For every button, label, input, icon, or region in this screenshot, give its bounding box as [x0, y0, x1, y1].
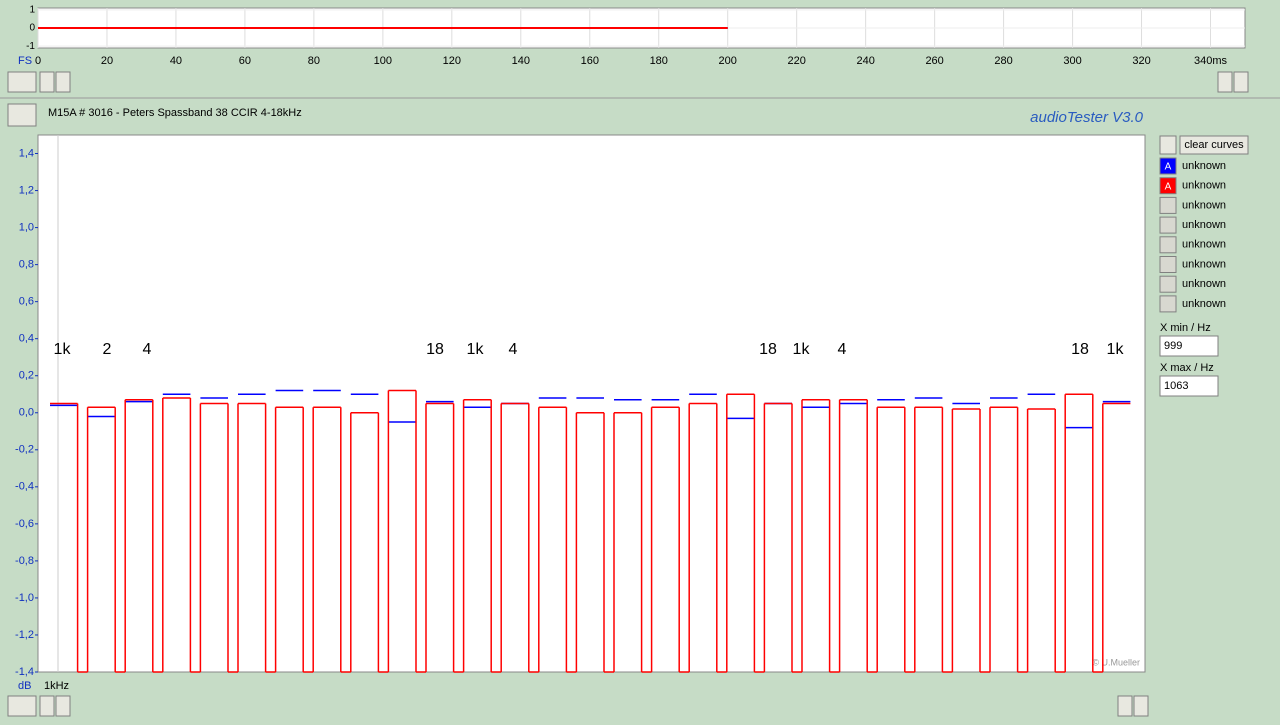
- curve-title: M15A # 3016 - Peters Spassband 38 CCIR 4…: [48, 107, 302, 119]
- legend-label: unknown: [1182, 180, 1226, 192]
- main-y-label: dB: [18, 680, 31, 692]
- xmax-value: 1063: [1164, 380, 1188, 392]
- y-tick-label: 1,2: [19, 184, 34, 196]
- x-tick-label: 140: [512, 55, 530, 67]
- scroll-left[interactable]: [39, 695, 55, 717]
- legend-label: unknown: [1182, 258, 1226, 270]
- x-tick-label: 160: [581, 55, 599, 67]
- x-tick-label: 60: [239, 55, 251, 67]
- y-tick-label: -0,2: [15, 444, 34, 456]
- x-tick-label: 200: [719, 55, 737, 67]
- y-tick-label: -1,0: [15, 592, 34, 604]
- legend-label: unknown: [1182, 278, 1226, 290]
- legend-badge: A: [1165, 181, 1172, 192]
- annotation: 18: [1071, 341, 1089, 358]
- x-tick-label: 120: [443, 55, 461, 67]
- x-tick-label: 280: [994, 55, 1012, 67]
- xmin-value: 999: [1164, 340, 1182, 352]
- legend-box[interactable]: [1159, 157, 1177, 175]
- annotation: 4: [143, 341, 152, 358]
- x-tick-label: 220: [788, 55, 806, 67]
- annotation: 4: [838, 341, 847, 358]
- x-tick-label: 20: [101, 55, 113, 67]
- annotation: 1k: [467, 341, 485, 358]
- annotation: 1k: [793, 341, 811, 358]
- y-tick-label: -1: [26, 41, 35, 52]
- annotation: 18: [426, 341, 444, 358]
- annotation: 1k: [1107, 341, 1125, 358]
- legend-label: unknown: [1182, 219, 1226, 231]
- y-tick-label: -0,6: [15, 518, 34, 530]
- annotation: 2: [103, 341, 112, 358]
- x-tick-label: 340ms: [1194, 55, 1228, 67]
- y-tick-label: 0,2: [19, 370, 34, 382]
- spin-button[interactable]: [7, 103, 37, 127]
- xmin-label: X min / Hz: [1160, 322, 1211, 334]
- xmax-label: X max / Hz: [1160, 362, 1214, 374]
- y-tick-label: -0,4: [15, 481, 34, 493]
- x-tick-label: 180: [650, 55, 668, 67]
- legend-box[interactable]: [1159, 236, 1177, 254]
- controls: [7, 71, 1249, 717]
- y-tick-label: 0,6: [19, 296, 34, 308]
- y-tick-label: 0,0: [19, 407, 34, 419]
- copyright: © U.Mueller: [1092, 657, 1140, 667]
- annotation: 4: [509, 341, 518, 358]
- spin-button[interactable]: [7, 695, 37, 717]
- scroll-right[interactable]: [1133, 695, 1149, 717]
- annotation: 18: [759, 341, 777, 358]
- main-x-label: 1kHz: [44, 680, 69, 692]
- x-tick-label: 100: [374, 55, 392, 67]
- xmax-input[interactable]: [1159, 375, 1219, 397]
- overview-y-label: FS: [18, 55, 32, 67]
- x-tick-label: 80: [308, 55, 320, 67]
- scroll-left[interactable]: [1117, 695, 1133, 717]
- y-tick-label: -1,2: [15, 629, 34, 641]
- scroll-right[interactable]: [1233, 71, 1249, 93]
- legend-box[interactable]: [1159, 256, 1177, 273]
- annotation: 1k: [54, 341, 72, 358]
- legend-box[interactable]: [1159, 295, 1177, 313]
- legend-box[interactable]: [1159, 275, 1177, 293]
- legend-box[interactable]: [1159, 216, 1177, 234]
- y-tick-label: 1,4: [19, 147, 34, 159]
- y-tick-label: 0: [29, 23, 35, 34]
- y-tick-label: 1,0: [19, 221, 34, 233]
- brand: audioTester V3.0: [1030, 109, 1144, 126]
- legend-label: unknown: [1182, 298, 1226, 310]
- legend-label: unknown: [1182, 199, 1226, 211]
- x-tick-label: 40: [170, 55, 182, 67]
- scroll-right[interactable]: [55, 71, 71, 93]
- legend-box[interactable]: [1159, 196, 1177, 214]
- y-tick-label: -1,4: [15, 666, 34, 678]
- legend-box[interactable]: [1159, 177, 1177, 195]
- legend-badge: A: [1165, 162, 1172, 173]
- scroll-left[interactable]: [1217, 71, 1233, 93]
- legend-label: unknown: [1182, 239, 1226, 251]
- y-tick-label: -0,8: [15, 555, 34, 567]
- x-tick-label: 260: [925, 55, 943, 67]
- scroll-right[interactable]: [55, 695, 71, 717]
- clear-button[interactable]: [1179, 135, 1249, 155]
- y-tick-label: 0,4: [19, 333, 34, 345]
- y-tick-label: 0,8: [19, 259, 34, 271]
- x-tick-label: 240: [856, 55, 874, 67]
- clear-button-label: clear curves: [1184, 139, 1244, 151]
- y-tick-label: 1: [29, 4, 35, 15]
- spin-button[interactable]: [7, 71, 37, 93]
- x-tick-label: 300: [1063, 55, 1081, 67]
- x-tick-label: 320: [1132, 55, 1150, 67]
- legend-label: unknown: [1182, 160, 1226, 172]
- scroll-left[interactable]: [39, 71, 55, 93]
- xmin-input[interactable]: [1159, 335, 1219, 357]
- spin-button[interactable]: [1159, 135, 1177, 155]
- x-tick-label: 0: [35, 55, 41, 67]
